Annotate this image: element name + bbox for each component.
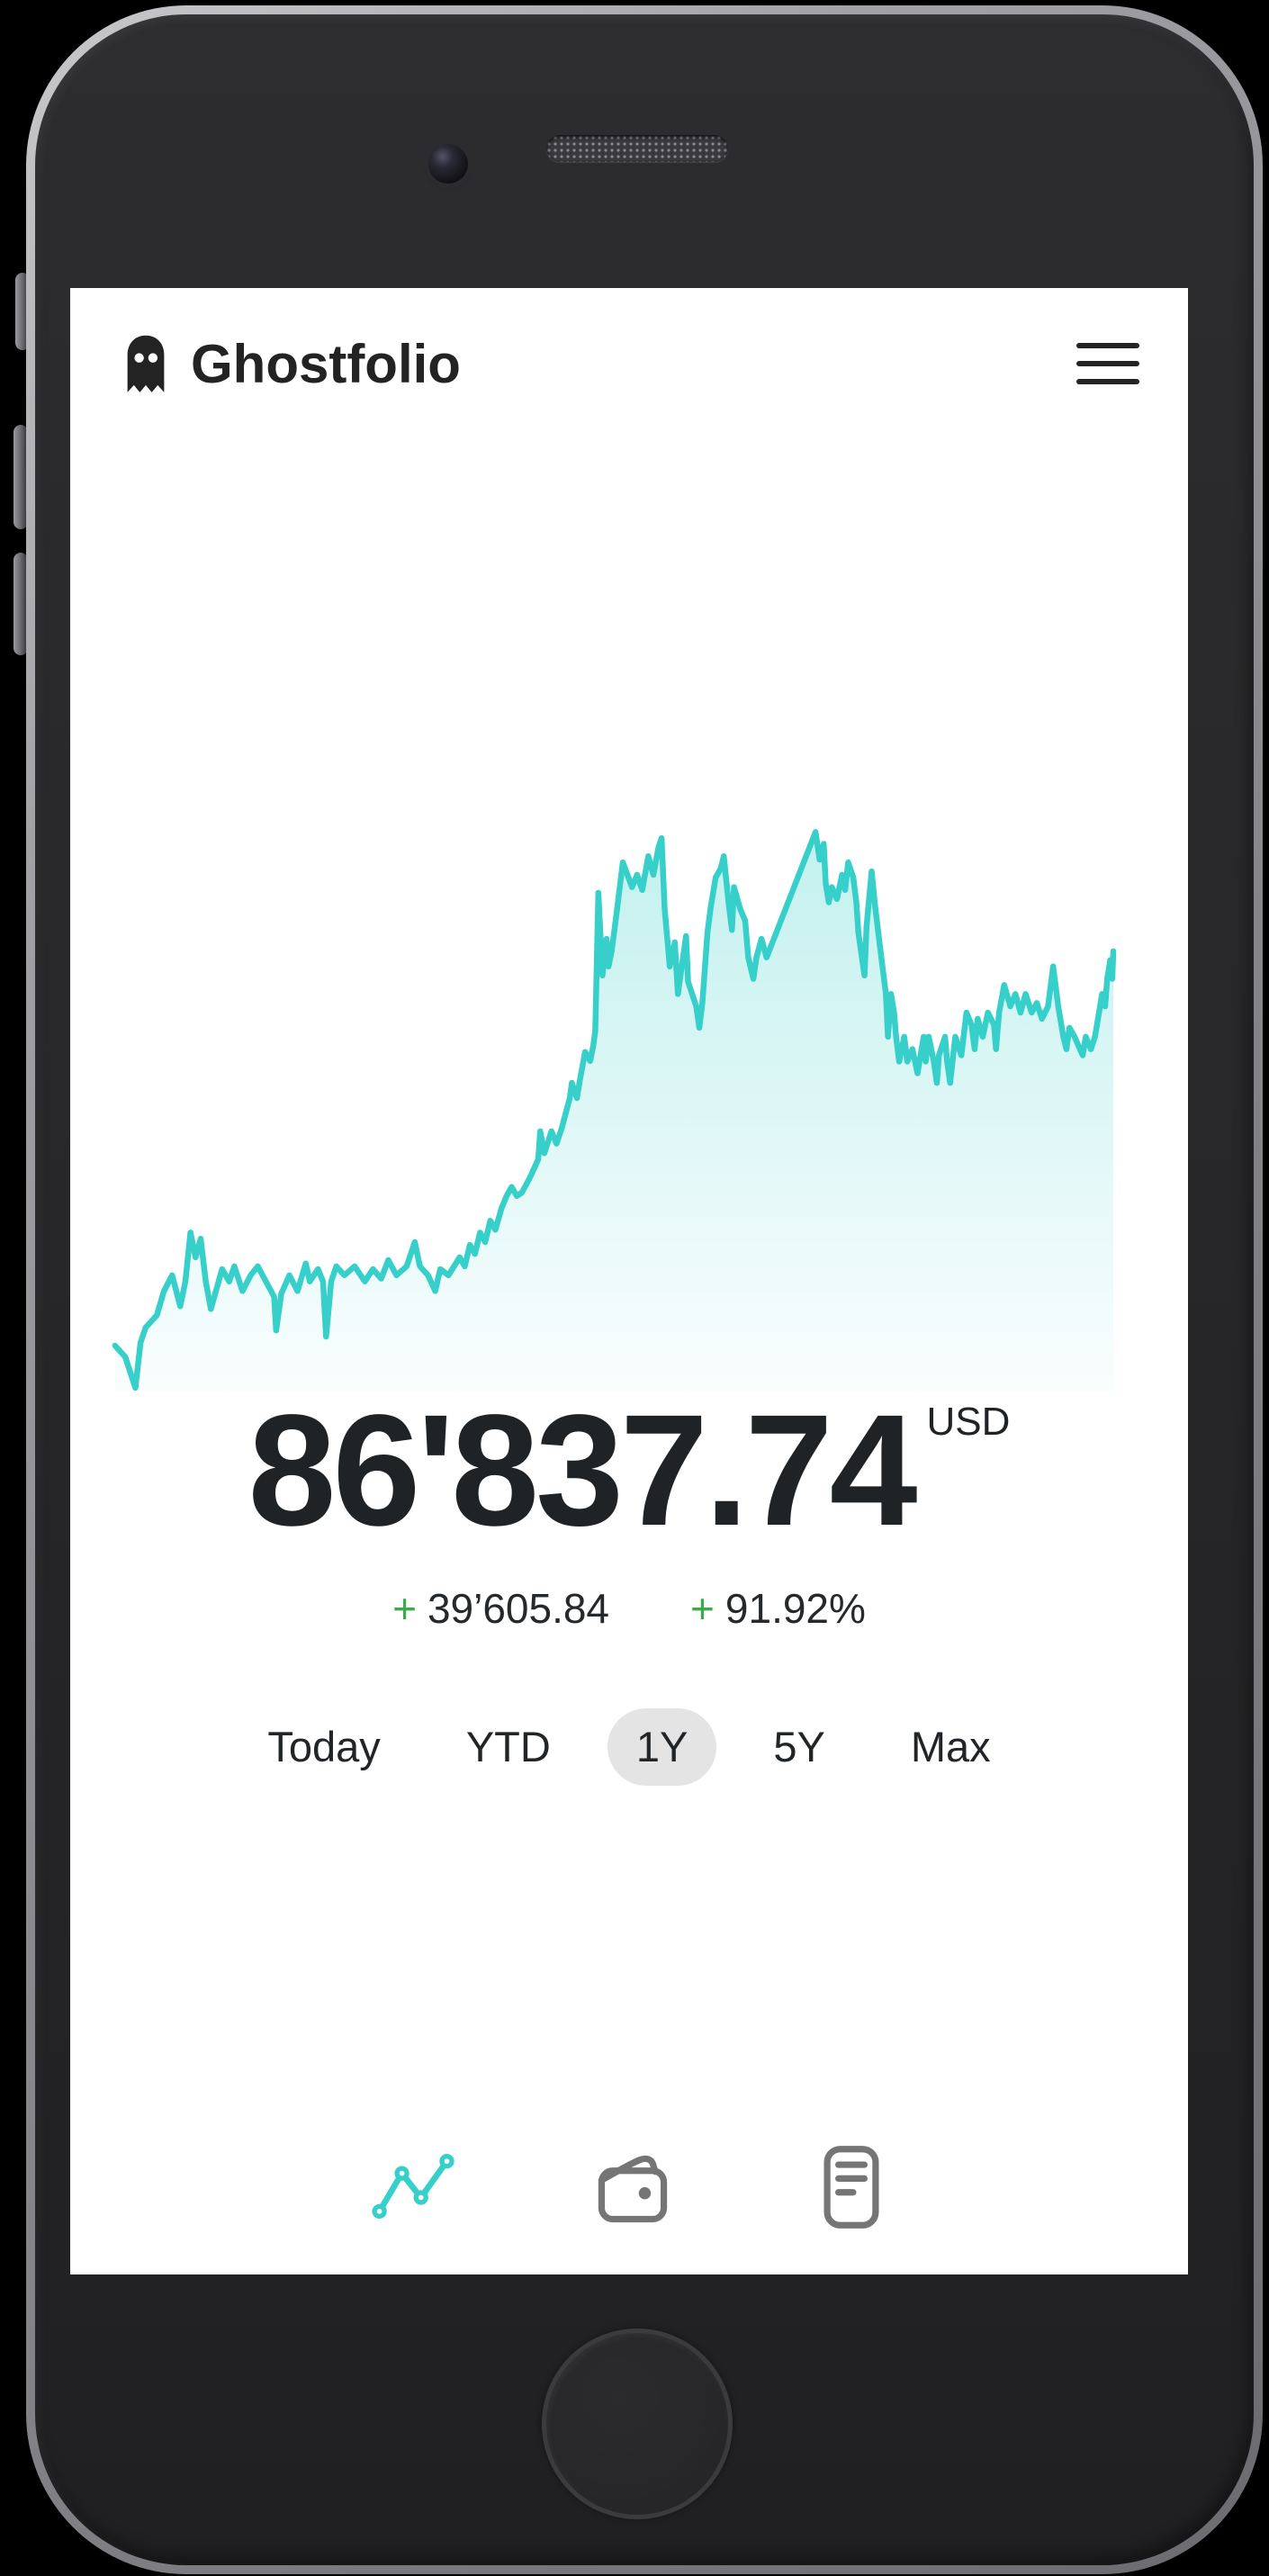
earpiece-speaker-icon [546, 135, 728, 162]
nav-wallet-button[interactable] [590, 2144, 676, 2230]
app-title: Ghostfolio [191, 333, 461, 394]
change-absolute-value: 39’605.84 [427, 1585, 610, 1632]
chart-line-icon [372, 2154, 454, 2220]
plus-sign: + [690, 1585, 715, 1632]
range-option-5y[interactable]: 5Y [744, 1708, 854, 1786]
range-option-today[interactable]: Today [238, 1708, 409, 1786]
change-row: + 39’605.84 + 91.92% [70, 1588, 1188, 1629]
brand: Ghostfolio [121, 332, 461, 395]
ghost-icon [127, 335, 165, 392]
plus-sign: + [392, 1585, 417, 1632]
change-absolute: + 39’605.84 [392, 1588, 609, 1629]
nav-overview-button[interactable] [371, 2144, 457, 2230]
front-camera-icon [428, 144, 468, 184]
nav-transactions-button[interactable] [808, 2144, 895, 2230]
range-option-ytd[interactable]: YTD [437, 1708, 580, 1786]
phone-frame: Ghostfolio 86'837.74 [26, 5, 1263, 2574]
portfolio-currency: USD [926, 1400, 1011, 1444]
range-option-max[interactable]: Max [882, 1708, 1020, 1786]
change-percent-value: 91.92% [724, 1585, 866, 1632]
change-percent: + 91.92% [690, 1588, 866, 1629]
portfolio-value: 86'837.74 [248, 1383, 918, 1559]
performance-chart[interactable] [94, 828, 1113, 1391]
app-screen: Ghostfolio 86'837.74 [70, 288, 1188, 2274]
app-header: Ghostfolio [121, 311, 1143, 416]
chart-line [115, 832, 1113, 1388]
volume-down-button[interactable] [14, 553, 28, 655]
hamburger-icon [1076, 343, 1139, 348]
portfolio-value-row: 86'837.74 USD [70, 1392, 1188, 1550]
journal-icon [824, 2146, 879, 2229]
volume-up-button[interactable] [14, 425, 28, 529]
range-option-1y[interactable]: 1Y [607, 1708, 717, 1786]
wallet-icon [598, 2155, 668, 2223]
bottom-nav [77, 2144, 1188, 2230]
menu-button[interactable] [1076, 343, 1143, 384]
range-selector: Today YTD 1Y 5Y Max [70, 1708, 1188, 1786]
area-chart [94, 828, 1113, 1391]
home-button[interactable] [542, 2328, 733, 2519]
